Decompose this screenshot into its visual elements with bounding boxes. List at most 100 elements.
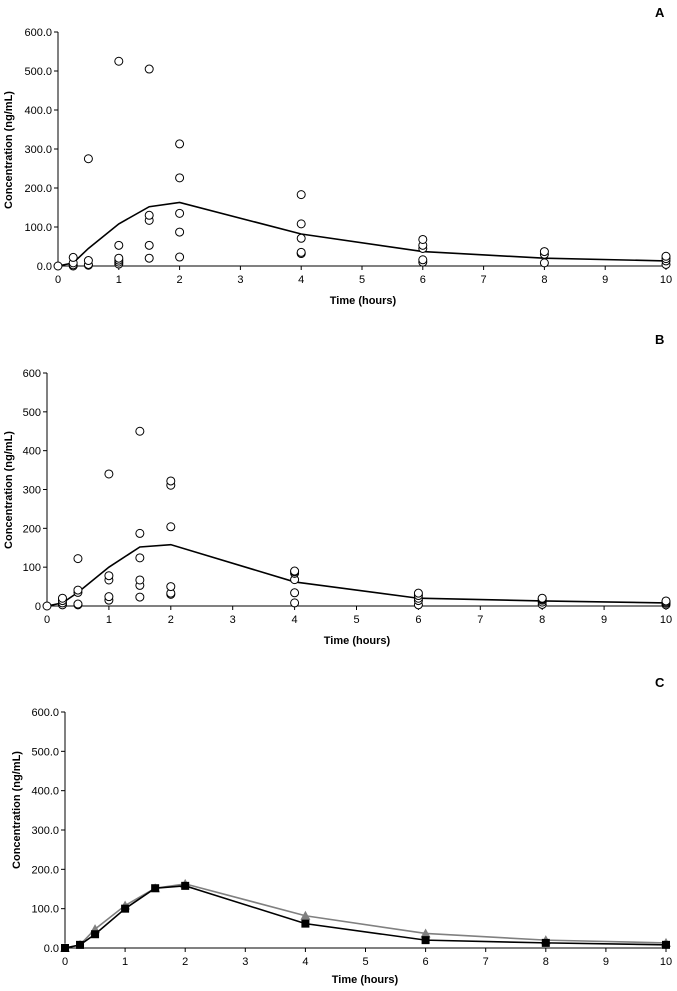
data-point	[114, 253, 124, 263]
x-tick-label: 4	[298, 274, 304, 286]
square-marker	[541, 938, 550, 947]
x-tick-label: 5	[353, 614, 359, 626]
y-tick-label: 600.0	[24, 27, 52, 39]
y-tick-label: 600.0	[31, 707, 59, 719]
x-tick-label: 6	[415, 614, 421, 626]
panel-label-c: C	[655, 675, 665, 690]
y-tick-label: 400.0	[31, 786, 59, 798]
data-point	[135, 575, 145, 585]
data-point	[537, 593, 547, 603]
data-point	[166, 476, 176, 486]
data-point	[296, 190, 306, 200]
panel-b: B Concentration (ng/mL) Time (hours) 010…	[3, 332, 672, 647]
y-tick-label: 200	[23, 523, 41, 535]
data-point	[135, 528, 145, 538]
data-point	[144, 64, 154, 74]
panel-c: C Concentration (ng/mL) Time (hours) 0.0…	[11, 675, 672, 986]
data-point	[53, 261, 63, 271]
x-tick-label: 8	[543, 956, 549, 968]
x-tick-label: 2	[168, 614, 174, 626]
y-tick-label: 100	[23, 562, 41, 574]
data-point	[175, 139, 185, 149]
square-marker	[421, 936, 430, 945]
data-point	[83, 256, 93, 266]
y-tick-label: 200.0	[31, 864, 59, 876]
data-point	[104, 469, 114, 479]
square-marker	[301, 919, 310, 928]
data-point	[83, 154, 93, 164]
x-tick-label: 0	[55, 274, 61, 286]
data-point	[296, 219, 306, 229]
data-point	[114, 240, 124, 250]
y-tick-label: 0	[35, 601, 41, 613]
data-point	[539, 247, 549, 257]
data-point	[418, 255, 428, 265]
triangle-marker	[300, 910, 311, 920]
y-tick-label: 300.0	[31, 825, 59, 837]
x-tick-label: 3	[242, 956, 248, 968]
y-tick-label: 500.0	[31, 746, 59, 758]
data-point	[175, 227, 185, 237]
x-tick-label: 9	[602, 274, 608, 286]
data-point	[73, 599, 83, 609]
x-tick-label: 2	[182, 956, 188, 968]
y-tick-label: 100.0	[31, 904, 59, 916]
x-tick-label: 1	[106, 614, 112, 626]
data-point	[114, 56, 124, 66]
panel-label-a: A	[655, 5, 665, 20]
x-axis-label-c: Time (hours)	[332, 974, 399, 986]
y-axis-label-c: Concentration (ng/mL)	[11, 751, 23, 869]
data-point	[42, 601, 52, 611]
square-marker	[151, 884, 160, 893]
x-tick-label: 2	[177, 274, 183, 286]
y-tick-label: 0.0	[37, 261, 52, 273]
data-point	[296, 247, 306, 257]
x-tick-label: 6	[420, 274, 426, 286]
data-point	[175, 208, 185, 218]
y-tick-label: 0.0	[44, 943, 59, 955]
y-tick-label: 600	[23, 368, 41, 380]
data-point	[290, 588, 300, 598]
data-point	[73, 554, 83, 564]
data-point	[413, 588, 423, 598]
data-point	[144, 253, 154, 263]
x-tick-label: 6	[423, 956, 429, 968]
series-line-2	[64, 885, 667, 949]
y-tick-label: 300	[23, 485, 41, 497]
y-tick-label: 500	[23, 407, 41, 419]
data-point	[57, 593, 67, 603]
square-marker	[121, 904, 130, 913]
data-point	[296, 233, 306, 243]
x-tick-label: 7	[477, 614, 483, 626]
y-tick-label: 400.0	[24, 105, 52, 117]
data-point	[166, 522, 176, 532]
triangle-marker	[420, 928, 431, 938]
x-tick-label: 1	[122, 956, 128, 968]
mean-line	[46, 543, 667, 607]
data-point	[290, 566, 300, 576]
panel-label-b: B	[655, 332, 664, 347]
x-tick-label: 3	[237, 274, 243, 286]
square-marker	[76, 940, 85, 949]
data-point	[290, 598, 300, 608]
panel-a: A Concentration (ng/mL) Time (hours) 0.0…	[3, 5, 672, 307]
data-point	[73, 585, 83, 595]
data-point	[144, 210, 154, 220]
data-point	[661, 596, 671, 606]
data-point	[68, 252, 78, 262]
data-point	[175, 252, 185, 262]
data-point	[175, 173, 185, 183]
y-axis-label-a: Concentration (ng/mL)	[3, 91, 15, 209]
data-point	[135, 592, 145, 602]
y-tick-label: 100.0	[24, 222, 52, 234]
x-tick-label: 1	[116, 274, 122, 286]
x-tick-label: 9	[603, 956, 609, 968]
data-point	[104, 571, 114, 581]
square-marker	[61, 944, 69, 952]
x-axis-label-b: Time (hours)	[324, 635, 391, 647]
x-tick-label: 3	[230, 614, 236, 626]
x-tick-label: 8	[539, 614, 545, 626]
data-point	[144, 240, 154, 250]
x-axis-label-a: Time (hours)	[330, 295, 397, 307]
